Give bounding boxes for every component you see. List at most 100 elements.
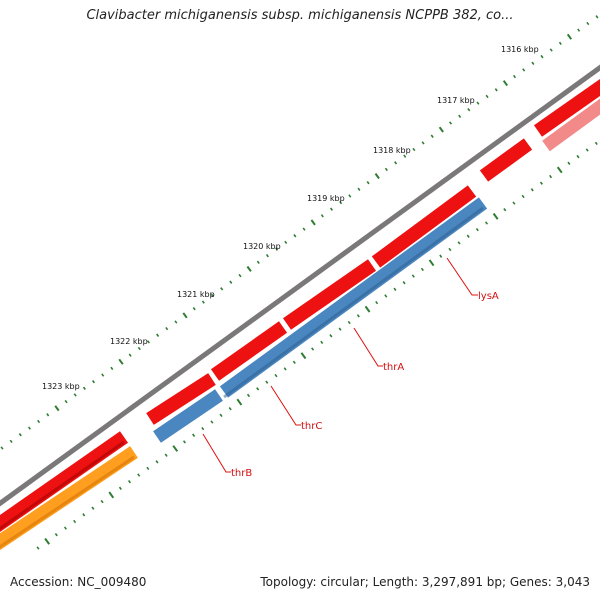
ruler-tick-minor <box>549 174 553 179</box>
ruler-tick-minor <box>73 393 77 397</box>
ruler-tick-major <box>502 80 509 87</box>
ruler-tick-major <box>374 173 380 180</box>
ruler-tick-major <box>310 219 316 226</box>
ruler-tick-minor <box>146 466 150 471</box>
ruler-tick-minor <box>100 499 104 504</box>
ruler-tick-minor <box>338 327 342 331</box>
ruler-tick-minor <box>238 273 242 278</box>
ruler-tick-minor <box>339 200 343 205</box>
ruler-tick-minor <box>448 121 453 125</box>
gene-feature[interactable] <box>0 431 129 533</box>
ruler-tick-minor <box>458 114 462 119</box>
gene-label-thrB: thrB <box>231 468 252 479</box>
ruler-tick-minor <box>311 347 315 351</box>
ruler-tick-minor <box>210 420 214 424</box>
kbp-label: 1321 kbp <box>177 290 215 299</box>
ruler-labels: 1316 kbp 1317 kbp 1318 kbp 1319 kbp 1320… <box>42 45 539 391</box>
gene-feature[interactable] <box>153 389 223 443</box>
ruler-tick-minor <box>9 439 13 444</box>
ruler-tick-minor <box>210 293 215 298</box>
ruler-tick-minor <box>393 287 397 291</box>
ruler-tick-minor <box>246 393 251 398</box>
ruler-tick-minor <box>302 227 306 231</box>
ruler-tick-minor <box>201 426 205 431</box>
ruler-tick-minor <box>457 241 461 245</box>
ruler-tick-minor <box>531 61 535 65</box>
gene-label-lysA: lysA <box>478 291 499 302</box>
gene-feature[interactable] <box>219 197 488 398</box>
ruler-tick-minor <box>182 440 186 444</box>
ruler-tick-minor <box>91 380 96 384</box>
ruler-tick-minor <box>54 533 58 537</box>
ruler-tick-minor <box>256 260 260 264</box>
ruler-tick-minor <box>329 207 334 211</box>
ruler-tick-minor <box>448 247 452 252</box>
ruler-tick-minor <box>494 88 498 92</box>
ruler-tick-minor <box>357 187 361 191</box>
ruler-tick-minor <box>64 399 68 404</box>
genome-backbone <box>0 64 600 507</box>
ruler-tick-major <box>428 259 435 267</box>
gene-feature[interactable] <box>371 185 477 268</box>
ruler-tick-minor <box>439 254 443 258</box>
ruler-tick-minor <box>320 340 324 345</box>
ruler-tick-minor <box>101 373 105 377</box>
ruler-tick-minor <box>146 340 150 344</box>
ruler-tick-minor <box>421 141 425 145</box>
ruler-tick-minor <box>110 366 114 371</box>
ruler-tick-minor <box>467 108 471 112</box>
label-leader-line <box>353 327 383 367</box>
ruler-tick-minor <box>512 201 516 205</box>
kbp-label: 1322 kbp <box>110 337 148 346</box>
gene-shade <box>0 440 125 531</box>
gene-feature[interactable] <box>283 259 376 330</box>
kbp-label: 1323 kbp <box>42 382 80 391</box>
ruler-tick-major <box>54 405 60 412</box>
ruler-tick-minor <box>576 154 580 159</box>
ruler-tick-minor <box>73 519 77 524</box>
ruler-tick-minor <box>118 486 122 490</box>
ruler-tick-minor <box>127 480 132 484</box>
gene-feature[interactable] <box>210 321 288 381</box>
ruler-tick-major <box>118 358 124 365</box>
kbp-label: 1316 kbp <box>501 45 539 54</box>
ruler-tick-minor <box>0 446 4 450</box>
feature-track-orange[interactable] <box>0 446 138 551</box>
ruler-tick-major <box>556 166 563 174</box>
ruler-tick-minor <box>522 68 526 72</box>
gene-feature[interactable] <box>533 78 600 137</box>
ruler-tick-minor <box>165 326 169 331</box>
ruler-tick-minor <box>36 546 40 550</box>
label-leader-line <box>270 385 301 426</box>
ruler-tick-minor <box>466 234 470 238</box>
ruler-tick-minor <box>366 181 370 185</box>
ruler-tick-minor <box>503 208 507 212</box>
gene-feature[interactable] <box>479 138 533 182</box>
ruler-tick-minor <box>220 287 224 291</box>
ruler-tick-minor <box>412 147 416 152</box>
ruler-tick-major <box>566 33 573 40</box>
ruler-tick-minor <box>82 386 86 390</box>
ruler-tick-minor <box>192 307 196 311</box>
feature-track-light-red[interactable] <box>542 98 600 152</box>
ruler-tick-minor <box>420 267 424 272</box>
ruler-tick-minor <box>356 314 360 318</box>
ruler-tick-minor <box>586 21 590 26</box>
ruler-tick-minor <box>192 433 196 437</box>
ruler-tick-major <box>492 212 499 220</box>
ruler-tick-minor <box>567 161 571 165</box>
ruler-tick-minor <box>201 300 205 304</box>
ruler-tick-minor <box>595 15 599 19</box>
ruler-tick-major <box>300 352 307 360</box>
ruler-tick-minor <box>63 526 67 530</box>
ruler-tick-minor <box>375 300 379 305</box>
reverse-strand-track <box>153 197 488 443</box>
ruler-tick-minor <box>137 346 141 351</box>
kbp-label: 1318 kbp <box>373 146 411 155</box>
gene-feature[interactable] <box>146 373 216 425</box>
ruler-tick-minor <box>219 413 223 418</box>
feature-track-shade <box>0 455 135 549</box>
ruler-tick-minor <box>513 74 517 79</box>
ruler-tick-major <box>182 312 188 319</box>
ruler-tick-minor <box>320 214 324 218</box>
